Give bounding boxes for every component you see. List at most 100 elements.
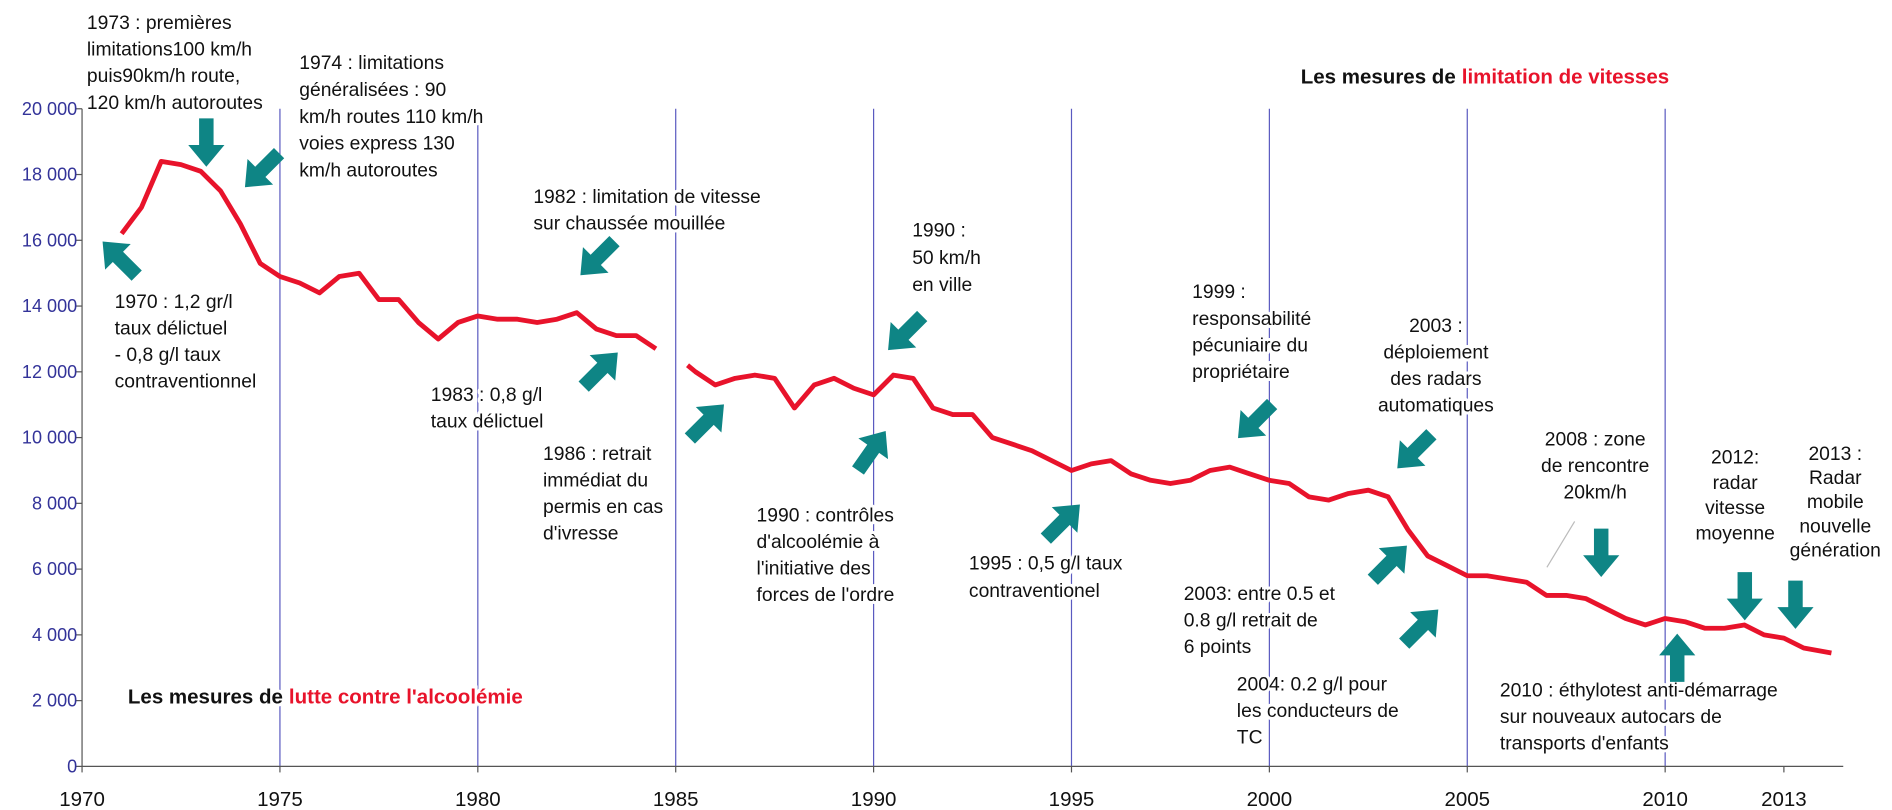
y-tick-label: 0	[67, 756, 77, 776]
annotation: automatiques	[1378, 396, 1494, 417]
arrow	[1367, 545, 1407, 585]
annotation: l'initiative des	[757, 559, 871, 580]
title-prefix: Les mesures de	[1301, 65, 1456, 88]
data-line	[119, 158, 658, 351]
annotation: contraventionel	[969, 581, 1100, 602]
annotation: puis90km/h route,	[87, 66, 240, 87]
annotation: km/h routes 110 km/h	[299, 107, 483, 128]
annotation: km/h autoroutes	[299, 161, 437, 182]
annotation: radar	[1713, 473, 1759, 494]
annotation: sur chaussée mouillée	[533, 213, 725, 234]
pointer-line	[1546, 521, 1576, 568]
title-prefix: Les mesures de	[128, 686, 283, 709]
arrow	[1238, 398, 1278, 439]
arrow	[684, 404, 724, 444]
title-highlight: limitation de vitesses	[1462, 65, 1669, 88]
y-tick-label: 2 000	[32, 691, 77, 711]
annotation: en ville	[912, 275, 972, 296]
annotation: vitesse	[1705, 498, 1765, 519]
y-tick-label: 4 000	[32, 625, 77, 645]
annotation: 1973 : premières	[87, 13, 232, 34]
annotation: 2013 :	[1808, 444, 1862, 465]
arrow	[1777, 580, 1814, 629]
annotation: 2008 : zone	[1545, 429, 1646, 450]
annotation: 1982 : limitation de vitesse	[533, 187, 760, 208]
annotation: d'alcoolémie à	[757, 532, 880, 553]
arrow	[1583, 528, 1620, 577]
arrow	[1726, 572, 1763, 621]
annotation: contraventionnel	[115, 372, 257, 393]
annotation: 1999 :	[1192, 282, 1246, 303]
y-tick-label: 12 000	[22, 362, 77, 382]
annotation: immédiat du	[543, 470, 648, 491]
annotation: 1990 : contrôles	[757, 505, 894, 526]
annotation: 120 km/h autoroutes	[87, 93, 263, 114]
annotation: - 0,8 g/l taux	[115, 345, 222, 366]
annotation: 1986 : retrait	[543, 444, 652, 465]
annotation: 2010 : éthylotest anti-démarrage	[1500, 680, 1778, 701]
annotation: 1995 : 0,5 g/l taux	[969, 554, 1123, 575]
annotation: 2003: entre 0.5 et	[1184, 584, 1336, 605]
y-tick-label: 20 000	[22, 99, 77, 119]
y-tick-label: 8 000	[32, 493, 77, 513]
annotation: transports d'enfants	[1500, 733, 1669, 754]
section-title: Les mesures de limitation de vitesses	[1301, 65, 1669, 88]
annotation: les conducteurs de	[1237, 701, 1399, 722]
annotation: 2003 :	[1409, 316, 1463, 337]
x-tick-label: 2000	[1247, 788, 1293, 810]
annotation: TC	[1237, 727, 1263, 748]
arrow	[188, 118, 225, 167]
title-highlight: lutte contre l'alcoolémie	[289, 686, 523, 709]
y-tick-label: 18 000	[22, 165, 77, 185]
annotation: 1974 : limitations	[299, 53, 444, 74]
annotation: 50 km/h	[912, 248, 981, 269]
annotation: d'ivresse	[543, 524, 619, 545]
x-tick-label: 2013	[1761, 788, 1807, 810]
arrow	[1040, 504, 1080, 544]
y-tick-label: 16 000	[22, 230, 77, 250]
annotation: 2004: 0.2 g/l pour	[1237, 674, 1388, 695]
annotation: généralisées : 90	[299, 80, 446, 101]
annotation: forces de l'ordre	[757, 585, 895, 606]
arrow	[1659, 633, 1696, 682]
annotation: mobile	[1807, 492, 1864, 513]
arrow	[888, 310, 928, 351]
x-tick-label: 1980	[455, 788, 501, 810]
arrow	[1397, 429, 1437, 469]
annotation: déploiement	[1383, 343, 1489, 364]
arrow	[102, 241, 142, 281]
annotation: des radars	[1390, 369, 1481, 390]
x-tick-label: 1990	[851, 788, 897, 810]
arrow	[578, 352, 618, 392]
annotation: de rencontre	[1541, 456, 1649, 477]
x-tick-label: 1970	[59, 788, 105, 810]
x-tick-label: 1995	[1049, 788, 1095, 810]
y-tick-label: 14 000	[22, 296, 77, 316]
annotation: 1970 : 1,2 gr/l	[115, 292, 233, 313]
x-tick-label: 1985	[653, 788, 699, 810]
y-tick-label: 10 000	[22, 428, 77, 448]
annotation: génération	[1790, 540, 1881, 561]
x-tick-label: 1975	[257, 788, 303, 810]
annotation: taux délictuel	[115, 318, 228, 339]
x-tick-label: 2005	[1444, 788, 1490, 810]
annotation: 20km/h	[1564, 483, 1627, 504]
annotation: 1983 : 0,8 g/l	[431, 385, 543, 406]
annotation: permis en cas	[543, 497, 663, 518]
data-line	[686, 363, 1832, 656]
annotation: pécuniaire du	[1192, 335, 1308, 356]
annotation: sur nouveaux autocars de	[1500, 707, 1722, 728]
annotation: voies express 130	[299, 134, 455, 155]
arrow	[580, 236, 620, 276]
annotation: propriétaire	[1192, 362, 1290, 383]
annotation: 6 points	[1184, 637, 1252, 658]
annotation: 2012:	[1711, 448, 1759, 469]
annotation: Radar	[1809, 468, 1862, 489]
annotation: responsabilité	[1192, 309, 1311, 330]
arrow	[852, 430, 889, 475]
annotation: 0.8 g/l retrait de	[1184, 610, 1318, 631]
annotation: limitations100 km/h	[87, 40, 252, 61]
y-tick-label: 6 000	[32, 559, 77, 579]
